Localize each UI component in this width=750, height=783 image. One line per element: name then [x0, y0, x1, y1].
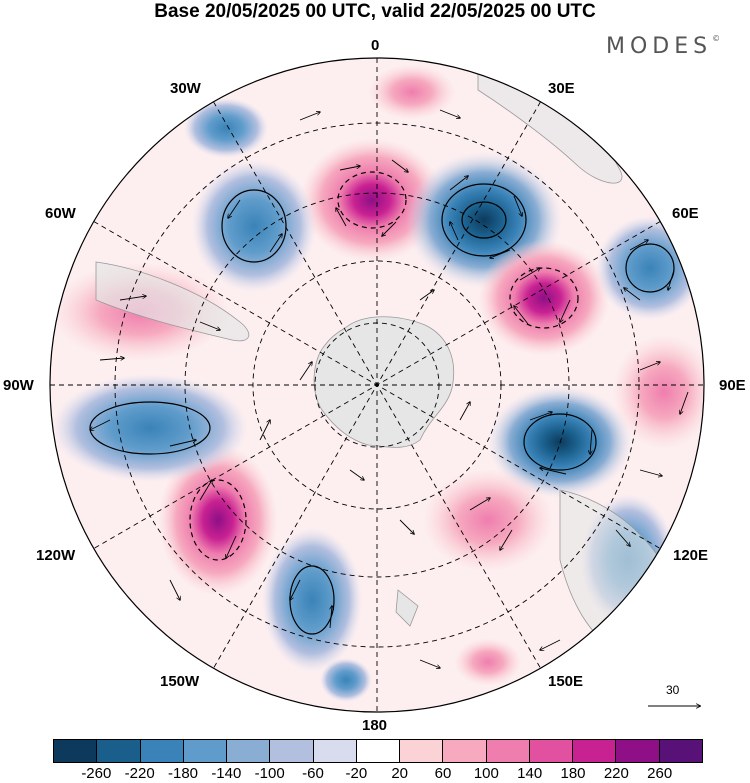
colorbar-tick-label: 100 [473, 765, 499, 782]
colorbar-tick-label: -100 [254, 765, 285, 782]
colorbar-swatch [443, 740, 487, 762]
lon-label-30e: 30E [548, 80, 575, 97]
lon-label-150w: 150W [160, 673, 200, 690]
lon-label-30w: 30W [170, 80, 201, 97]
colorbar-swatch [97, 740, 141, 762]
antarctica [313, 316, 455, 448]
colorbar-swatch [270, 740, 314, 762]
brand-text: MODES [606, 34, 713, 59]
negative-anomaly-65e [596, 216, 704, 320]
map-title: Base 20/05/2025 00 UTC, valid 22/05/2025… [154, 1, 596, 22]
colorbar-swatch [400, 740, 444, 762]
lon-label-0: 0 [371, 37, 380, 54]
colorbar-tick-label: 60 [434, 765, 452, 782]
positive-anomaly-50e [478, 240, 610, 356]
lon-label-60w: 60W [45, 205, 76, 222]
colorbar-swatch [573, 740, 617, 762]
negative-anomaly-160w [262, 528, 362, 672]
colorbar-tick-label: -60 [302, 765, 324, 782]
colorbar-swatch [356, 740, 401, 762]
colorbar-swatch [529, 740, 574, 762]
colorbar-tick-label: -260 [81, 765, 112, 782]
anomaly-field [50, 58, 704, 712]
colorbar-swatch [140, 740, 184, 762]
lon-label-120w: 120W [36, 547, 76, 564]
colorbar-swatch [54, 740, 98, 762]
colorbar-swatch [313, 740, 357, 762]
colorbar-tick-label: 180 [560, 765, 586, 782]
colorbar-tick-label: 220 [603, 765, 629, 782]
colorbar-tick-label: 20 [391, 765, 408, 782]
colorbar-tick-label: -20 [345, 765, 368, 782]
lon-label-90e: 90E [719, 377, 746, 394]
reference-vector-label: 30 [666, 683, 680, 697]
map-boundary [49, 57, 705, 713]
lon-label-60e: 60E [672, 205, 699, 222]
colorbar-swatch [183, 740, 228, 762]
colorbar-tick-label: -220 [124, 765, 155, 782]
positive-anomaly-130w [158, 444, 278, 596]
colorbar-tick-label: -180 [167, 765, 199, 782]
lon-label-180: 180 [362, 717, 388, 734]
negative-anomaly-35w [192, 160, 316, 292]
colorbar-swatch [659, 740, 702, 762]
colorbar-ticks: -260 -220 -180 -140 -100 -60 -20 20 60 100 140 180 2… [0, 765, 750, 783]
colorbar-swatch [486, 740, 530, 762]
colorbar-tick-label: -140 [211, 765, 242, 782]
colorbar-tick-label: 140 [517, 765, 543, 782]
copyright-mark: © [712, 34, 721, 43]
south-america [95, 261, 250, 342]
positive-anomaly-140e [422, 468, 554, 572]
graticule [50, 58, 704, 712]
colorbar-swatch [227, 740, 271, 762]
modes-logo: MODES© [606, 34, 720, 59]
negative-anomaly-90w [52, 374, 248, 482]
lon-label-120e: 120E [673, 547, 709, 564]
height-contours [89, 171, 675, 635]
colorbar-tick-label: 260 [647, 765, 673, 782]
lon-label-90w: 90W [3, 377, 34, 394]
new-zealand [395, 589, 419, 627]
colorbar-swatch [616, 740, 660, 762]
lon-label-150e: 150E [548, 673, 584, 690]
colorbar [53, 739, 703, 763]
